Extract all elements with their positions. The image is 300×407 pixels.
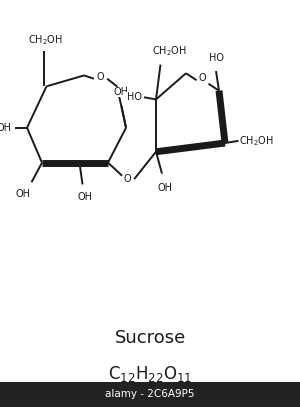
Text: O: O [199, 72, 206, 83]
Text: OH: OH [114, 87, 129, 97]
Text: HO: HO [208, 53, 224, 63]
Text: OH: OH [78, 192, 93, 201]
Text: OH: OH [158, 182, 172, 193]
Text: OH: OH [0, 123, 11, 133]
Text: CH$_2$OH: CH$_2$OH [239, 134, 274, 148]
Text: HO: HO [127, 92, 142, 102]
Text: O: O [97, 72, 104, 81]
Text: CH$_2$OH: CH$_2$OH [152, 44, 187, 58]
Text: OH: OH [16, 189, 31, 199]
Text: Sucrose: Sucrose [114, 329, 186, 347]
Text: alamy - 2C6A9P5: alamy - 2C6A9P5 [105, 389, 195, 399]
Text: O: O [124, 174, 131, 184]
Text: CH$_2$OH: CH$_2$OH [28, 34, 62, 48]
Text: C$_{12}$H$_{22}$O$_{11}$: C$_{12}$H$_{22}$O$_{11}$ [108, 364, 192, 384]
